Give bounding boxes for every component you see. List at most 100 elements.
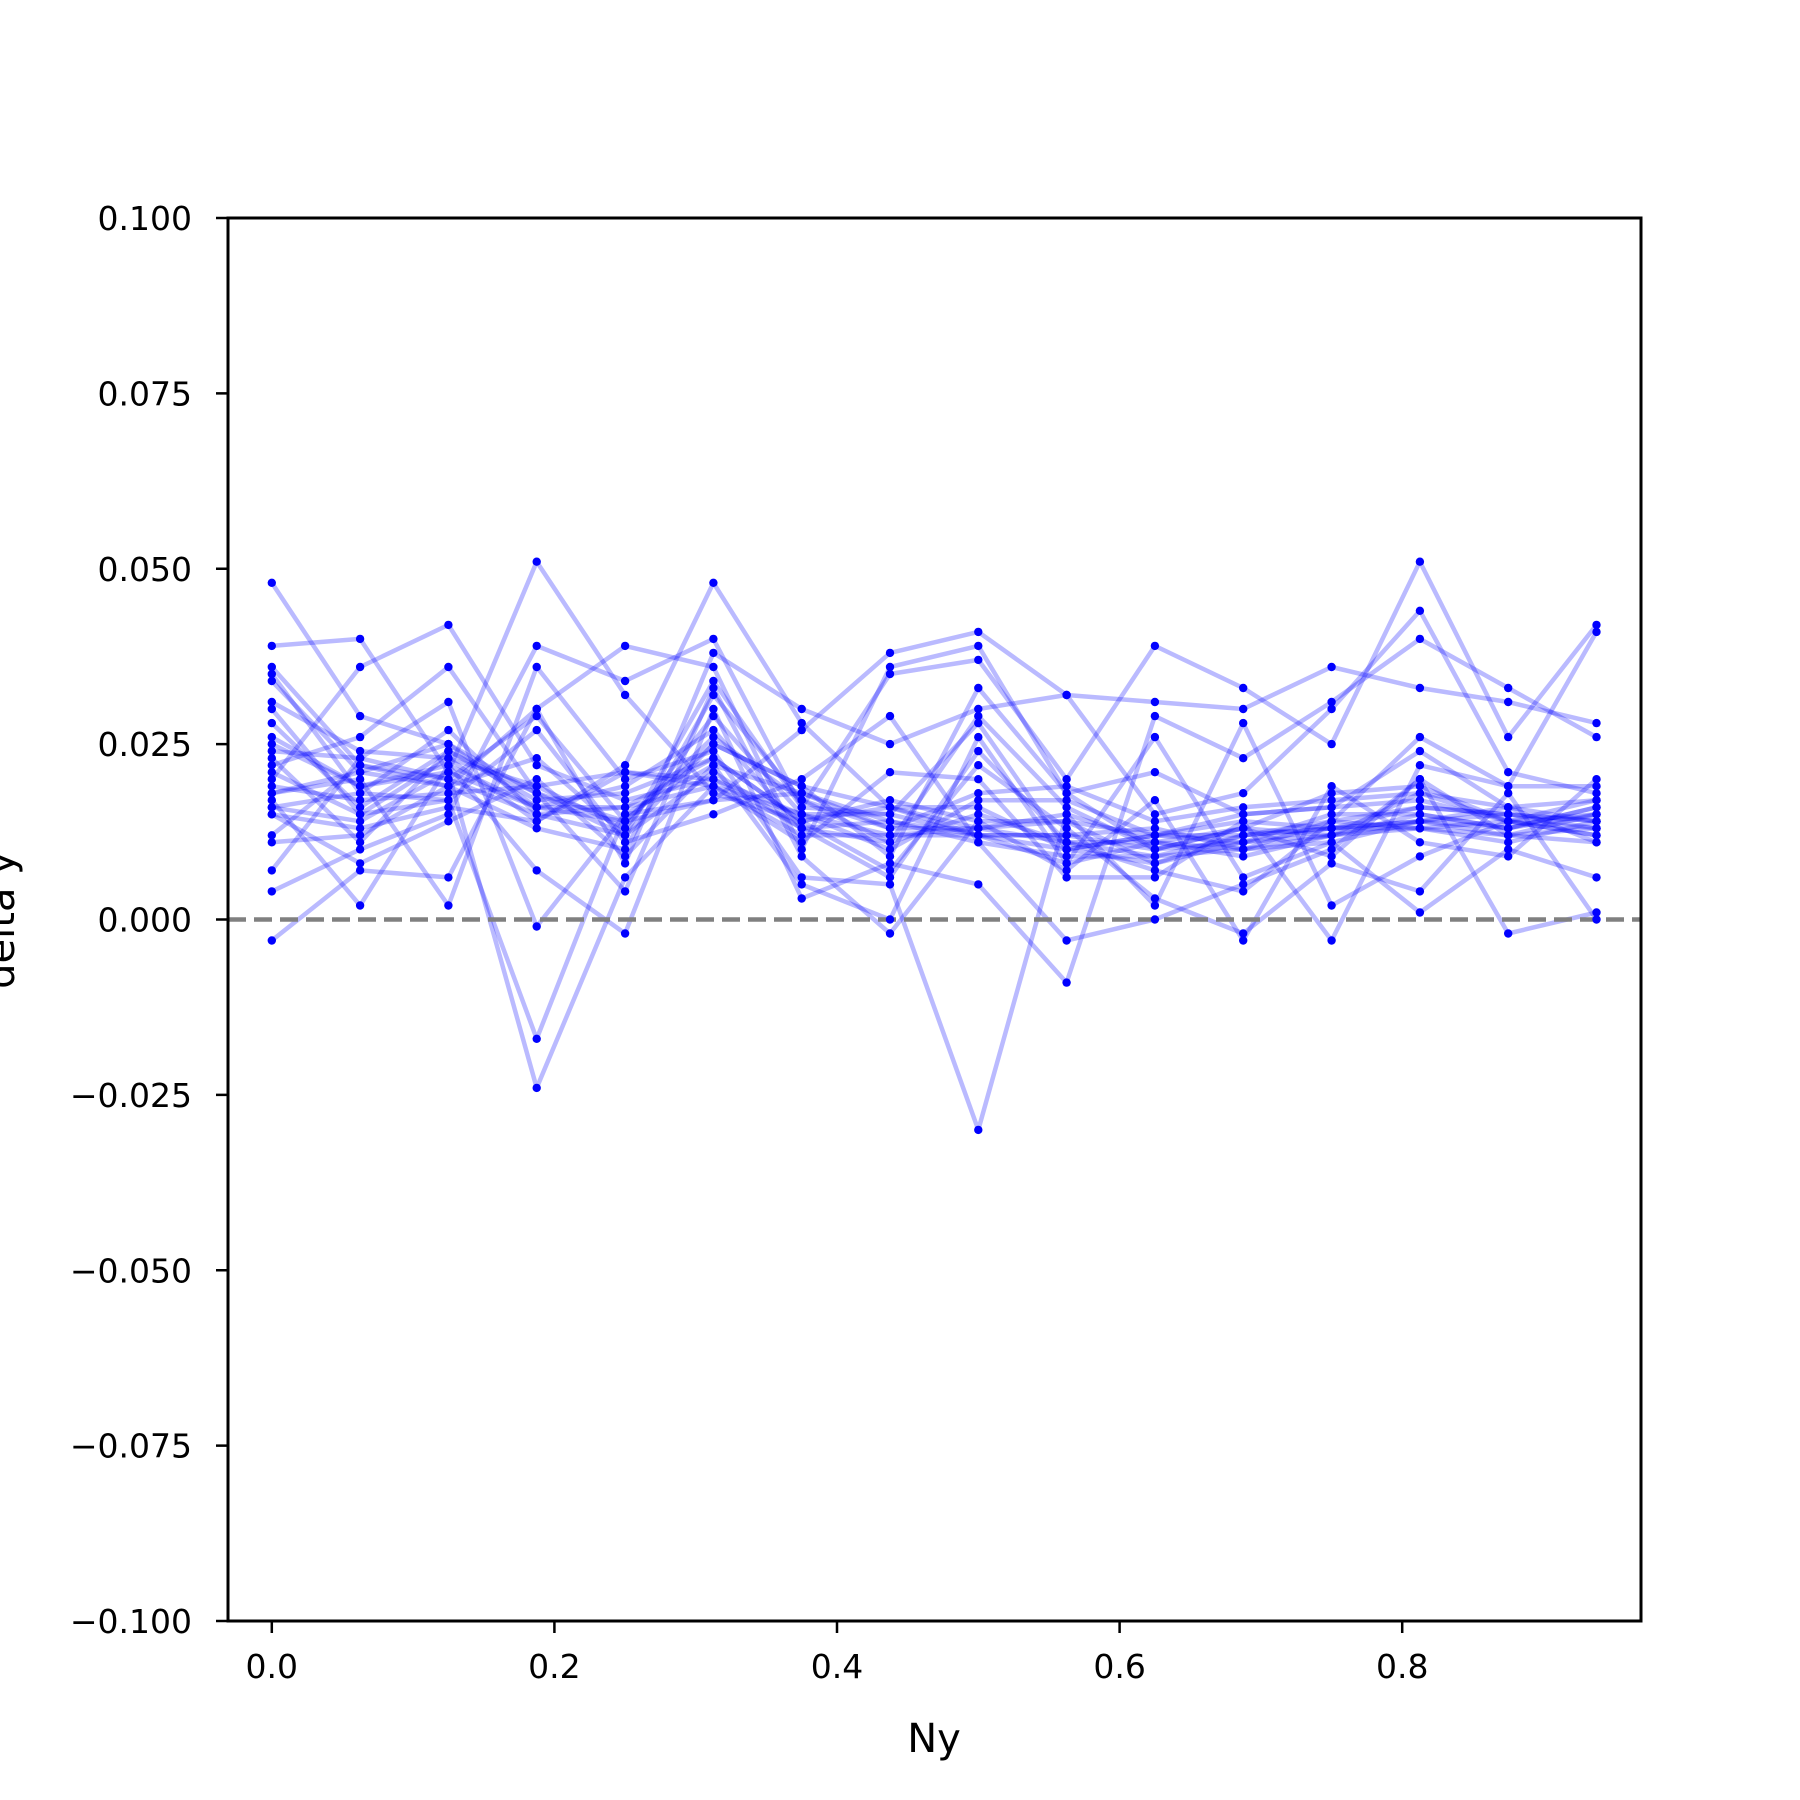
data-point [444, 810, 453, 819]
x-tick-label: 0.2 [528, 1647, 580, 1686]
data-point [797, 803, 806, 812]
data-point [709, 648, 718, 658]
data-point [885, 929, 895, 938]
data-point [709, 732, 718, 742]
data-point [444, 803, 453, 812]
data-point [267, 866, 276, 875]
data-point [1239, 754, 1248, 763]
data-point [1592, 817, 1601, 826]
y-tick-label: −0.100 [70, 1602, 192, 1641]
data-point [1415, 852, 1425, 861]
data-point [1592, 824, 1601, 833]
data-point [974, 789, 983, 798]
data-point [620, 887, 630, 896]
data-point [444, 662, 453, 672]
data-point [532, 1083, 541, 1093]
data-point [1062, 817, 1071, 826]
series-line-9 [271, 748, 1597, 859]
data-point [797, 789, 806, 798]
data-point [1150, 796, 1160, 805]
data-point [1239, 803, 1248, 812]
data-point [1327, 901, 1336, 910]
data-point [885, 831, 895, 840]
data-point [797, 838, 806, 847]
data-point [355, 768, 365, 777]
data-point [620, 859, 630, 868]
data-point [1150, 852, 1160, 861]
data-point [355, 901, 365, 910]
data-point [355, 824, 365, 833]
data-point [355, 838, 365, 847]
data-point [1327, 817, 1336, 826]
data-point [709, 690, 718, 700]
data-point [620, 929, 630, 938]
series-line-20 [271, 664, 1598, 1133]
data-point [532, 641, 541, 651]
data-point [532, 810, 541, 819]
data-point [444, 761, 453, 770]
data-point [974, 761, 983, 770]
y-tick-label: −0.050 [70, 1251, 192, 1290]
data-point [1062, 936, 1071, 945]
data-point [1592, 873, 1601, 882]
data-point [620, 676, 630, 686]
data-point [620, 838, 630, 847]
data-point [1150, 873, 1160, 882]
points-layer [267, 557, 1601, 1135]
data-point [1327, 824, 1336, 833]
data-point [532, 789, 541, 798]
data-point [1327, 662, 1336, 672]
data-point [1150, 697, 1160, 707]
x-axis-label: Ny [907, 1716, 961, 1762]
data-point [267, 831, 276, 840]
data-point [532, 1034, 541, 1044]
data-point [885, 873, 895, 882]
data-point [267, 887, 276, 896]
data-point [1239, 873, 1248, 882]
data-point [1415, 838, 1425, 847]
series-line-8 [270, 742, 1597, 838]
series-line-10 [270, 622, 1597, 852]
data-point [1062, 796, 1071, 805]
data-point [1415, 796, 1425, 805]
data-point [532, 704, 541, 714]
data-point [1239, 683, 1248, 693]
data-point [1504, 824, 1513, 833]
data-point [974, 746, 983, 756]
data-point [532, 922, 541, 931]
data-point [1415, 606, 1425, 615]
data-point [1592, 718, 1601, 728]
data-point [1327, 789, 1336, 798]
data-point [1239, 845, 1248, 854]
data-point [1327, 704, 1336, 714]
data-point [1415, 775, 1425, 784]
data-point [1062, 838, 1071, 847]
data-point [797, 782, 806, 791]
data-point [1592, 803, 1601, 812]
data-point [797, 810, 806, 819]
data-point [709, 634, 718, 644]
data-point [1327, 782, 1336, 791]
data-point [885, 817, 895, 826]
data-point [1062, 852, 1071, 861]
data-point [709, 676, 718, 686]
data-point [1592, 908, 1601, 917]
data-point [1592, 782, 1601, 791]
data-point [1239, 929, 1248, 938]
data-point [444, 746, 453, 756]
data-point [1327, 852, 1336, 861]
data-point [1239, 704, 1248, 714]
data-point [709, 810, 718, 819]
data-point [267, 789, 276, 798]
data-point [1062, 803, 1071, 812]
data-point [709, 789, 718, 798]
data-point [444, 754, 453, 763]
data-point [885, 880, 895, 889]
data-point [1415, 817, 1425, 826]
data-point [1504, 810, 1513, 819]
data-point [1592, 915, 1601, 924]
data-point [355, 761, 365, 770]
data-point [797, 880, 806, 889]
data-point [1062, 810, 1071, 819]
data-point [1504, 697, 1513, 707]
